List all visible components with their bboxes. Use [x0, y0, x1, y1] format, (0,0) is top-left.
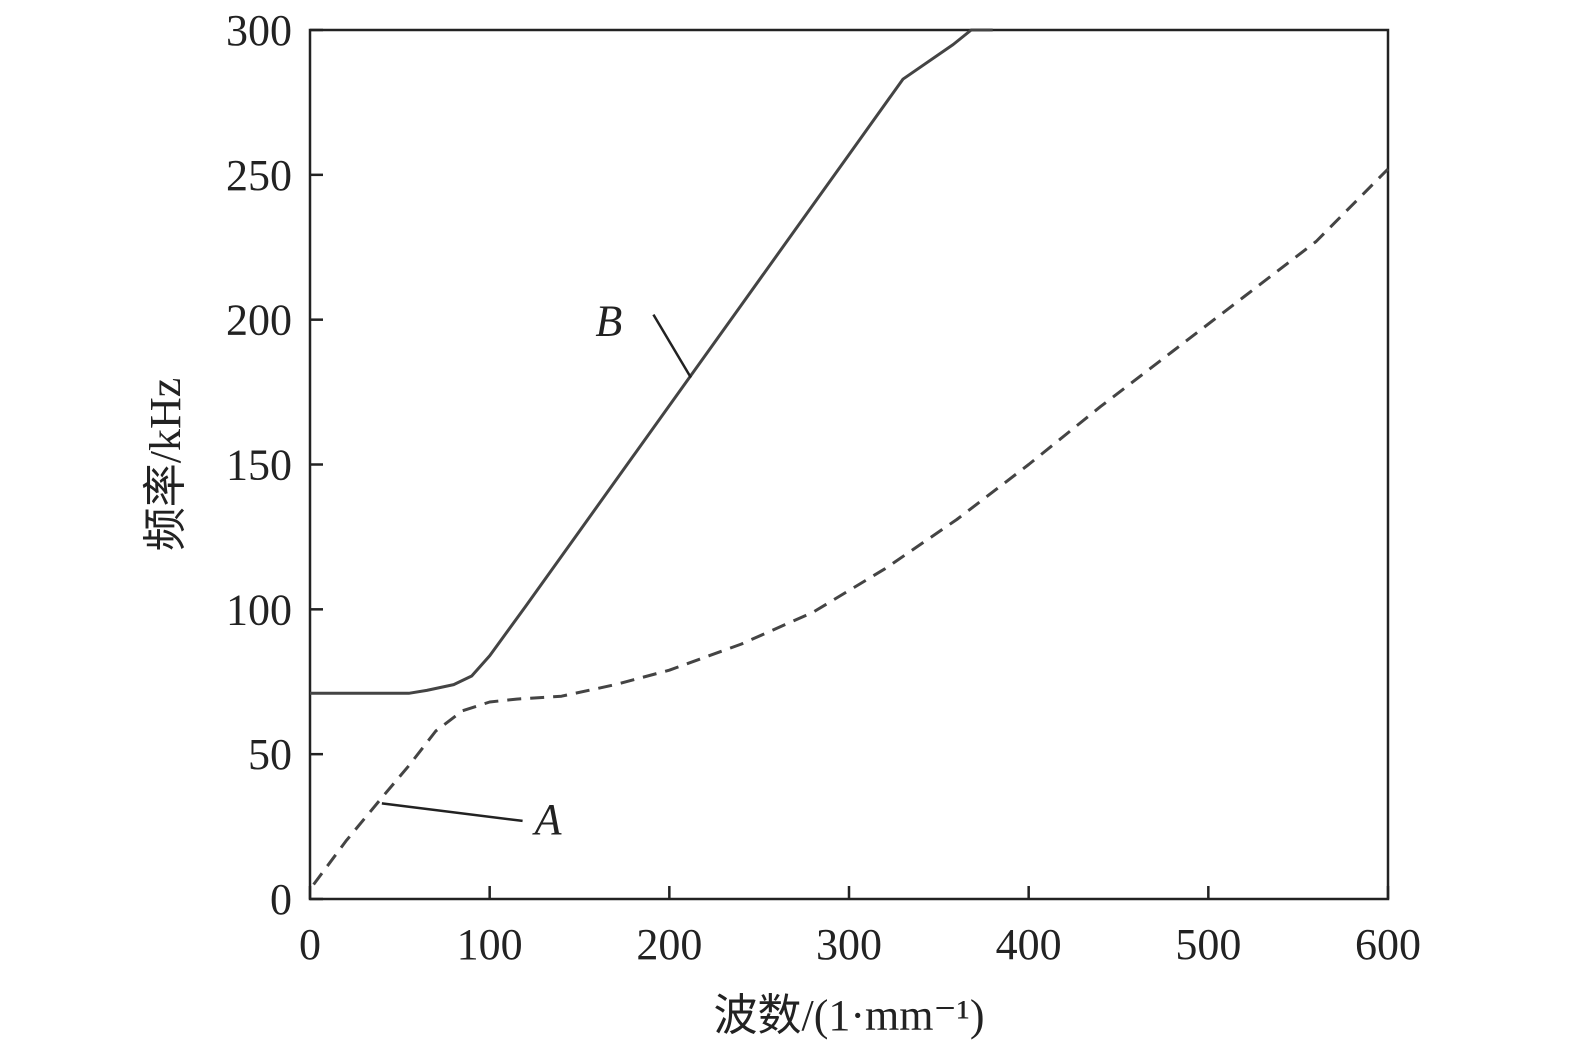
x-tick-label: 500 — [1175, 920, 1241, 969]
y-tick-label: 50 — [248, 730, 292, 779]
y-tick-label: 100 — [226, 585, 292, 634]
y-axis-title: 频率/kHz — [141, 378, 190, 552]
series-line-b — [310, 28, 993, 695]
x-tick-label: 0 — [299, 920, 321, 969]
x-tick-label: 400 — [996, 920, 1062, 969]
leader-line-a — [381, 802, 523, 823]
series-line-a — [312, 167, 1390, 886]
leader-line-b — [652, 314, 692, 379]
x-axis-title: 波数/(1·mm⁻¹) — [713, 991, 984, 1040]
plot-frame — [308, 28, 1390, 901]
annotation-layer: AB — [381, 297, 692, 844]
y-tick-label: 200 — [226, 296, 292, 345]
x-tick-label: 100 — [457, 920, 523, 969]
y-tick-label: 150 — [226, 441, 292, 490]
y-tick-label: 0 — [270, 875, 292, 924]
y-tick-label: 250 — [226, 151, 292, 200]
curve-label-a: A — [532, 795, 563, 844]
y-tick-label: 300 — [226, 6, 292, 55]
x-tick-label: 600 — [1355, 920, 1421, 969]
x-tick-label: 200 — [636, 920, 702, 969]
x-tick-label: 300 — [816, 920, 882, 969]
series-layer — [310, 28, 1390, 886]
ticks-layer: 0 100 200 300 400 500 600 0 50 100 150 200 250 300 — [226, 6, 1421, 969]
curve-label-b: B — [595, 297, 622, 346]
